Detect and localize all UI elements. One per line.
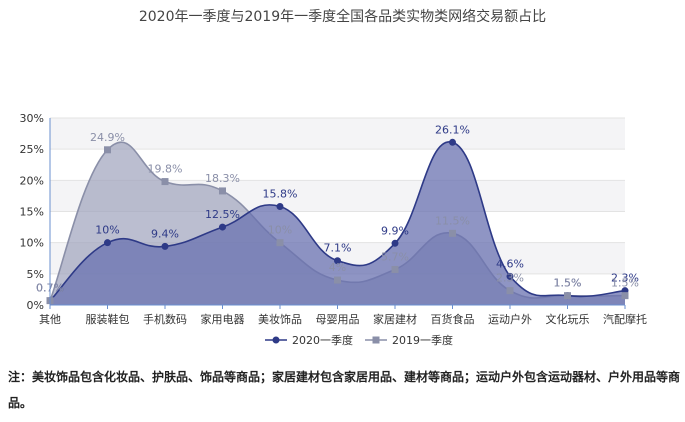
data-point [161, 242, 169, 250]
data-point [391, 239, 399, 247]
data-point [449, 229, 456, 237]
data-label: 2.3% [496, 272, 524, 285]
legend[interactable]: 2020一季度 2019一季度 [265, 333, 453, 347]
data-label: 24.9% [90, 131, 125, 144]
data-point [334, 257, 341, 265]
data-point [621, 292, 629, 300]
data-label: 9.4% [151, 227, 179, 240]
data-point [104, 239, 111, 247]
data-label: 15.8% [263, 188, 298, 201]
data-label: 5.7% [381, 250, 409, 263]
data-label: 18.3% [205, 172, 240, 185]
data-label: 26.1% [435, 123, 470, 136]
legend-marker [272, 336, 280, 344]
data-label: 19.8% [148, 163, 183, 176]
data-label: 4.6% [496, 257, 524, 270]
x-tick-label: 其他 [39, 313, 61, 326]
grid-band [50, 118, 625, 150]
data-point [506, 287, 514, 295]
x-tick-label: 文化玩乐 [546, 312, 590, 326]
y-tick-label: 30% [20, 112, 44, 125]
area-layer [49, 141, 626, 305]
data-label: 12.5% [205, 208, 240, 221]
chart-area: 0.7%10% 9.4%12.5%15.8%7.1%9.9%26.1%4.6%1.… [20, 112, 647, 347]
data-label: 1.5% [554, 277, 582, 290]
x-tick-label: 家居建材 [373, 312, 417, 326]
data-point [449, 138, 456, 146]
data-point [506, 272, 514, 280]
y-tick-label: 5% [27, 268, 44, 281]
y-tick-label: 15% [20, 206, 44, 219]
data-point [104, 146, 111, 154]
data-point [161, 178, 169, 186]
data-label: 10% [95, 224, 119, 237]
data-point [276, 239, 284, 247]
legend-marker [372, 336, 380, 344]
y-tick-label: 20% [20, 174, 44, 187]
series-line-0 [49, 141, 626, 302]
x-tick-label: 美妆饰品 [258, 312, 302, 326]
series-area-0 [50, 141, 625, 305]
data-label: 2.3% [611, 272, 639, 285]
chart-title: 2020年一季度与2019年一季度全国各品类实物类网络交易额占比 [138, 9, 547, 25]
data-label: 1.5% [554, 277, 582, 290]
axis-layer: 0% 5% 10% 15% 20% 25% 30% 其他 服装鞋包 手机数码 家用电器 美妆饰品 母婴用… [20, 112, 647, 326]
legend-label: 2019一季度 [392, 333, 453, 347]
data-point [219, 187, 226, 195]
data-point [564, 292, 571, 300]
data-label: 1.5% [611, 277, 639, 290]
y-tick-label: 0% [27, 299, 44, 312]
y-tick-label: 25% [20, 143, 44, 156]
data-label-layer: 0.7%10% 9.4%12.5%15.8%7.1%9.9%26.1%4.6%1.… [36, 123, 639, 294]
data-label: 9.9% [381, 224, 409, 237]
x-tick-label: 手机数码 [143, 312, 187, 326]
x-tick-label: 母婴用品 [316, 313, 360, 326]
data-label: 11.5% [435, 214, 470, 227]
data-point [219, 223, 226, 231]
x-tick-label: 家用电器 [201, 312, 245, 326]
x-tick-label: 运动户外 [488, 312, 532, 326]
data-point [276, 203, 284, 211]
footnote: 注：美妆饰品包含化妆品、护肤品、饰品等商品；家居建材包含家居用品、建材等商品；运… [8, 370, 681, 410]
y-tick-label: 10% [20, 237, 44, 250]
x-tick-label: 汽配摩托 [603, 312, 647, 326]
data-point [334, 276, 341, 284]
data-label: 10% [268, 224, 292, 237]
data-label: 7.1% [324, 242, 352, 255]
x-tick-label: 百货食品 [431, 312, 475, 326]
x-tick-label: 服装鞋包 [86, 312, 130, 326]
data-point [391, 265, 399, 273]
data-label: 4% [329, 261, 346, 274]
legend-label: 2020一季度 [292, 333, 353, 347]
